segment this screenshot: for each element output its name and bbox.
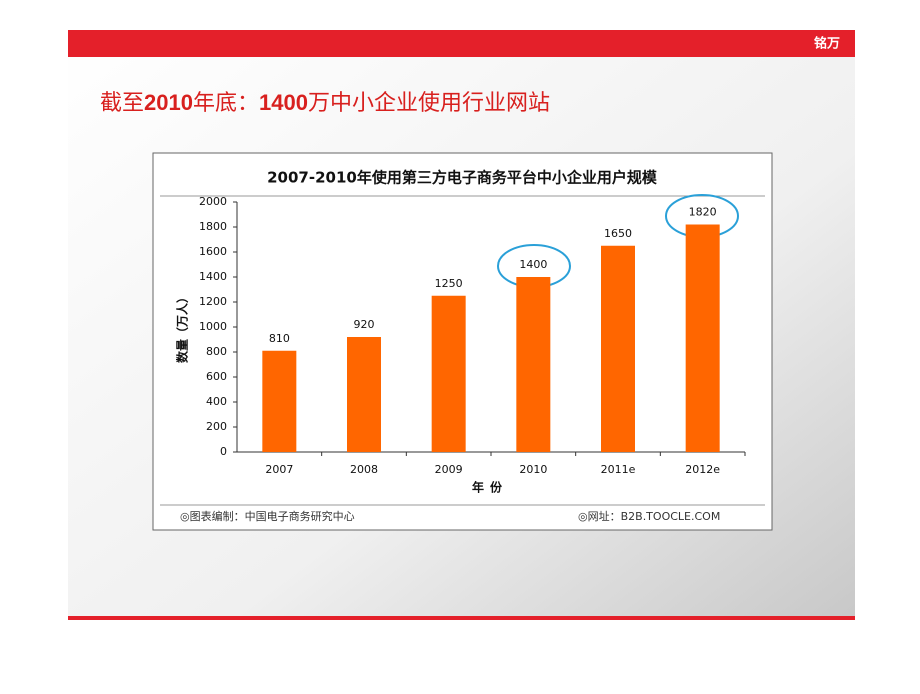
source-right: ◎网址：B2B.TOOCLE.COM (578, 509, 720, 523)
top-band (68, 30, 855, 57)
bar (601, 245, 635, 452)
title-part: 截至 (100, 91, 144, 116)
bar (516, 277, 551, 452)
y-tick-label: 1200 (199, 295, 227, 308)
bar (431, 295, 466, 452)
y-tick-label: 1600 (199, 245, 227, 258)
source-left: ◎图表编制：中国电子商务研究中心 (180, 509, 355, 523)
x-tick-label: 2012e (685, 463, 720, 476)
y-tick-label: 1800 (199, 220, 227, 233)
chart-title: 2007-2010年使用第三方电子商务平台中小企业用户规模 (267, 169, 658, 187)
y-tick-label: 2000 (199, 195, 227, 208)
y-axis-label: 数量（万人） (175, 291, 190, 363)
value-label: 1650 (604, 227, 632, 240)
bottom-band (68, 616, 855, 620)
value-label: 810 (269, 332, 290, 345)
x-tick-label: 2007 (265, 463, 293, 476)
bar (685, 224, 720, 452)
y-tick-label: 1000 (199, 320, 227, 333)
value-label: 920 (354, 318, 375, 331)
x-tick-label: 2010 (519, 463, 547, 476)
value-label: 1820 (689, 206, 717, 219)
y-tick-label: 600 (206, 370, 227, 383)
y-tick-label: 400 (206, 395, 227, 408)
y-tick-label: 800 (206, 345, 227, 358)
value-label: 1250 (435, 277, 463, 290)
title-part: 年底： (193, 91, 259, 116)
x-tick-label: 2008 (350, 463, 378, 476)
x-tick-label: 2009 (435, 463, 463, 476)
y-tick-label: 1400 (199, 270, 227, 283)
bar (347, 337, 381, 452)
value-label: 1400 (519, 258, 547, 271)
logo: 铭万 (814, 36, 840, 52)
x-tick-label: 2011e (601, 463, 636, 476)
slide-title: 截至2010年底：1400万中小企业使用行业网站 (100, 90, 550, 116)
title-part: 2010 (144, 90, 193, 115)
bar (262, 350, 297, 452)
title-part: 万中小企业使用行业网站 (308, 91, 550, 116)
title-part: 1400 (259, 90, 308, 115)
y-tick-label: 200 (206, 420, 227, 433)
y-tick-label: 0 (220, 445, 227, 458)
x-axis-label: 年份 (472, 480, 508, 495)
